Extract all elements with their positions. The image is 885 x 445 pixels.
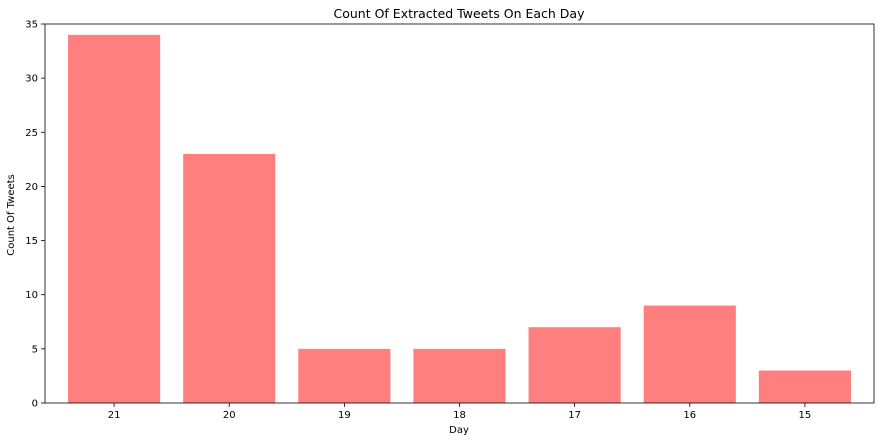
bar-19: [298, 348, 391, 403]
plot-frame: [44, 23, 875, 404]
bar-20: [183, 153, 276, 403]
x-tick-label-21: 21: [108, 410, 121, 421]
y-axis-label: Count Of Tweets: [6, 174, 17, 256]
y-tick-label-15: 15: [25, 236, 38, 247]
y-tick-label-35: 35: [25, 20, 38, 31]
x-tick-label-19: 19: [338, 410, 351, 421]
x-tick-label-17: 17: [568, 410, 581, 421]
y-tick-label-5: 5: [32, 344, 38, 355]
x-axis-label: Day: [449, 425, 469, 436]
y-tick-label-25: 25: [25, 128, 38, 139]
bar-17: [528, 327, 621, 403]
x-tick-label-15: 15: [799, 410, 812, 421]
y-tick-label-20: 20: [25, 182, 38, 193]
x-tick-label-20: 20: [223, 410, 236, 421]
y-tick-label-10: 10: [25, 290, 38, 301]
chart-title: Count Of Extracted Tweets On Each Day: [334, 6, 586, 21]
bar-15: [758, 370, 851, 403]
x-tick-label-18: 18: [453, 410, 466, 421]
x-tick-label-16: 16: [683, 410, 696, 421]
bar-16: [643, 305, 736, 403]
bar-21: [68, 34, 161, 403]
y-tick-label-0: 0: [32, 399, 38, 410]
plot-area: 21 20 19 18 17 16 15 0 5 10 15 20 25 30 35: [25, 20, 875, 421]
bar-18: [413, 348, 506, 403]
y-tick-label-30: 30: [25, 74, 38, 85]
